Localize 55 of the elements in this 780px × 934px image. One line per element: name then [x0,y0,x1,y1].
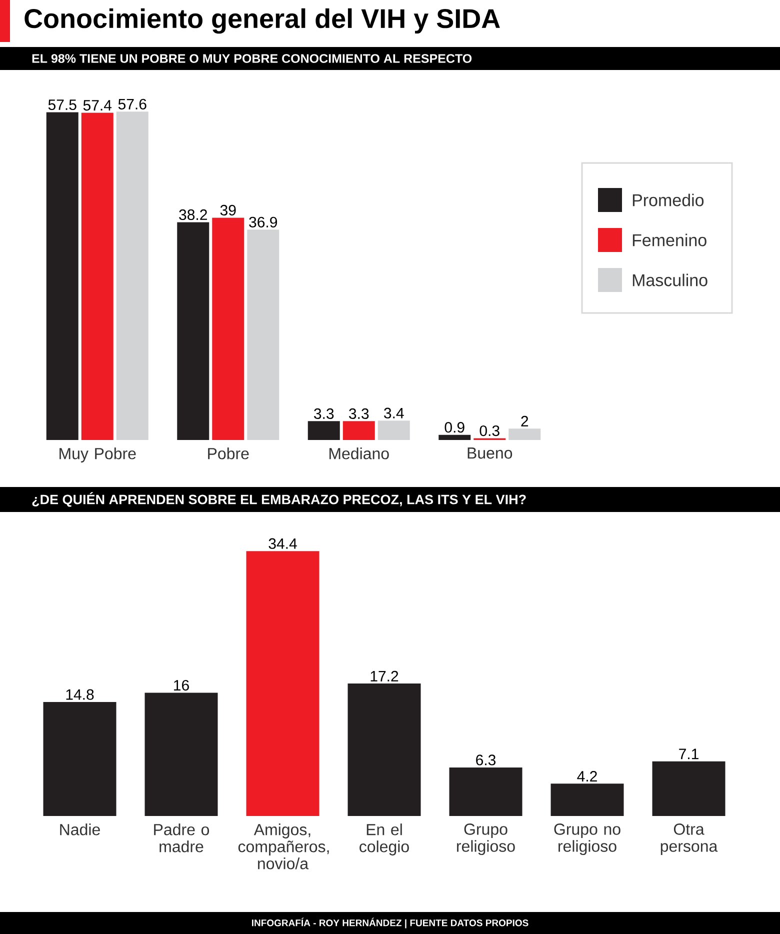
data-label: 57.5 [48,100,76,110]
bar [550,784,624,816]
data-label: 4.2 [577,770,597,782]
data-label: 3.3 [349,408,369,419]
x-tick-label: En el colegio [360,824,409,856]
legend-label: Masculino [632,274,708,286]
chart-title: ¿DE QUIÉN APRENDEN SOBRE EL EMBARAZO PRECOZ, LAS ITS Y EL VIH? [32,492,526,507]
x-tick-label: Mediano [330,448,389,460]
data-label: 3.4 [384,408,404,418]
data-label: 16 [174,680,189,691]
text: INFOGRAFÍA - ROY HERNÁNDEZ | FUENTE DATOS PROPIOS [252,918,528,928]
data-label: 38.2 [179,209,207,220]
x-tick-label: Otra persona [660,824,718,856]
x-tick-label: Grupo no religioso [554,824,620,856]
bar [144,692,218,816]
bar [81,112,114,440]
bar [449,767,522,816]
data-label: 36.9 [249,216,277,228]
bar [378,420,410,440]
data-label: 39 [220,204,236,216]
bar [116,112,148,440]
legend-label: Femenino [632,234,706,246]
data-label: 57.4 [83,100,112,111]
chart-title: Conocimiento general del VIH y SIDA [24,8,500,34]
bar [212,218,244,440]
data-label: 57.6 [118,98,146,110]
x-tick-label: Bueno [468,448,512,459]
bar [43,702,116,816]
data-label: 0.9 [444,422,464,433]
bar [308,421,340,440]
bar [177,222,210,440]
bar [508,428,541,440]
bar [46,112,78,440]
bar [348,684,421,816]
x-tick-label: Nadie [60,824,100,836]
data-label: 17.2 [370,670,398,682]
x-tick-label: Muy Pobre [60,448,136,462]
legend-label: Promedio [632,194,704,206]
bar [247,230,280,440]
data-label: 34.4 [268,538,297,549]
bar [652,761,726,816]
x-tick-label: Pobre [208,448,249,460]
x-tick-label: Grupo religioso [457,824,515,856]
x-tick-label: Padre o madre [154,824,210,852]
bar [438,434,471,440]
data-label: 7.1 [679,748,698,760]
data-label: 2 [521,416,528,426]
data-label: 14.8 [66,689,94,700]
bar [246,551,320,816]
chart-subtitle: EL 98% TIENE UN POBRE O MUY POBRE CONOCIMIENTO AL RESPECTO [32,54,472,63]
bar [342,421,375,440]
data-label: 3.3 [314,408,334,419]
data-label: 0.3 [480,425,500,436]
data-label: 6.3 [476,754,496,766]
x-tick-label: Amigos, compañeros, novio/a [238,824,329,870]
